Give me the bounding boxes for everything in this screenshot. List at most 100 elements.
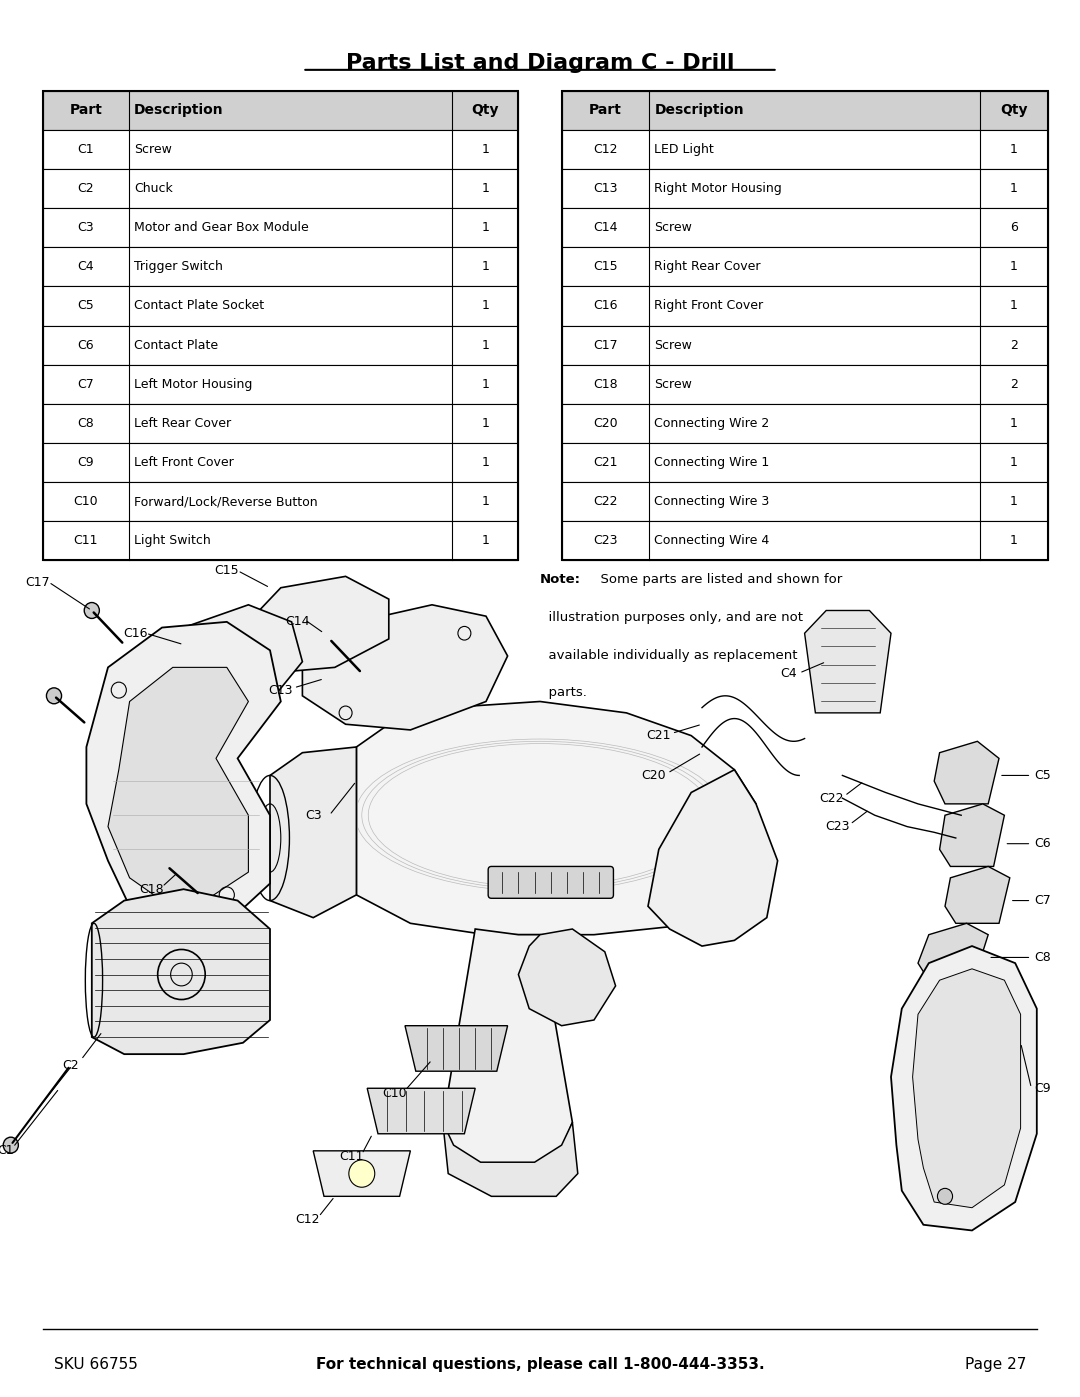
Text: 1: 1 <box>482 338 489 352</box>
Text: illustration purposes only, and are not: illustration purposes only, and are not <box>540 610 804 624</box>
Text: C17: C17 <box>26 576 50 588</box>
Text: C1: C1 <box>0 1144 14 1157</box>
Text: Trigger Switch: Trigger Switch <box>134 260 222 274</box>
Bar <box>43 247 518 286</box>
Text: 1: 1 <box>1010 182 1017 196</box>
Text: Part: Part <box>69 103 103 117</box>
Text: Description: Description <box>134 103 224 117</box>
Polygon shape <box>356 701 756 935</box>
Text: C23: C23 <box>825 820 849 833</box>
Text: C10: C10 <box>382 1087 406 1101</box>
Polygon shape <box>367 1088 475 1134</box>
Text: C3: C3 <box>78 221 94 235</box>
Bar <box>562 326 1048 365</box>
Bar <box>43 443 518 482</box>
Text: C12: C12 <box>593 142 618 156</box>
Text: Contact Plate: Contact Plate <box>134 338 218 352</box>
Text: 1: 1 <box>482 142 489 156</box>
Text: C10: C10 <box>73 495 98 509</box>
Text: Connecting Wire 1: Connecting Wire 1 <box>654 455 770 469</box>
Text: 1: 1 <box>482 182 489 196</box>
Text: Left Motor Housing: Left Motor Housing <box>134 377 253 391</box>
Polygon shape <box>238 577 389 673</box>
Text: Right Motor Housing: Right Motor Housing <box>654 182 782 196</box>
Polygon shape <box>918 923 988 986</box>
Text: Light Switch: Light Switch <box>134 534 211 548</box>
Text: C7: C7 <box>1034 894 1051 907</box>
Text: C5: C5 <box>1034 768 1051 782</box>
Text: 1: 1 <box>1010 534 1017 548</box>
Text: Some parts are listed and shown for: Some parts are listed and shown for <box>592 573 842 587</box>
Text: Part: Part <box>589 103 622 117</box>
Text: C6: C6 <box>1034 837 1051 851</box>
Ellipse shape <box>937 1189 953 1204</box>
Text: 1: 1 <box>1010 299 1017 313</box>
Text: Page 27: Page 27 <box>964 1358 1026 1372</box>
Text: Screw: Screw <box>654 377 692 391</box>
Bar <box>562 247 1048 286</box>
Text: Connecting Wire 4: Connecting Wire 4 <box>654 534 770 548</box>
Text: Screw: Screw <box>654 221 692 235</box>
Polygon shape <box>945 866 1010 923</box>
Polygon shape <box>92 890 270 1055</box>
Text: C2: C2 <box>62 1059 79 1071</box>
Text: Description: Description <box>654 103 744 117</box>
Text: Left Front Cover: Left Front Cover <box>134 455 234 469</box>
Polygon shape <box>518 929 616 1025</box>
Text: 1: 1 <box>482 260 489 274</box>
Text: 1: 1 <box>482 455 489 469</box>
Text: Note:: Note: <box>540 573 581 587</box>
Text: C8: C8 <box>1034 951 1051 964</box>
FancyBboxPatch shape <box>488 866 613 898</box>
Ellipse shape <box>46 687 62 704</box>
Text: Screw: Screw <box>134 142 172 156</box>
Bar <box>562 130 1048 169</box>
Text: Connecting Wire 3: Connecting Wire 3 <box>654 495 770 509</box>
Text: 1: 1 <box>482 377 489 391</box>
Text: C6: C6 <box>78 338 94 352</box>
Text: C11: C11 <box>339 1150 363 1164</box>
Text: C11: C11 <box>73 534 98 548</box>
Text: 1: 1 <box>482 534 489 548</box>
Text: C21: C21 <box>647 729 671 742</box>
Text: LED Light: LED Light <box>654 142 714 156</box>
Polygon shape <box>302 605 508 729</box>
Text: C13: C13 <box>269 683 293 697</box>
Text: 1: 1 <box>482 495 489 509</box>
Text: 1: 1 <box>1010 260 1017 274</box>
Text: Connecting Wire 2: Connecting Wire 2 <box>654 416 770 430</box>
Bar <box>562 91 1048 130</box>
Bar <box>562 482 1048 521</box>
Text: 1: 1 <box>1010 416 1017 430</box>
Text: C14: C14 <box>285 615 309 629</box>
Text: 2: 2 <box>1010 377 1017 391</box>
Ellipse shape <box>322 631 337 647</box>
Text: C17: C17 <box>593 338 618 352</box>
Text: C21: C21 <box>593 455 618 469</box>
Text: C18: C18 <box>139 883 163 895</box>
Text: C22: C22 <box>820 792 843 805</box>
Bar <box>562 286 1048 326</box>
Text: C15: C15 <box>593 260 618 274</box>
Text: C4: C4 <box>78 260 94 274</box>
Polygon shape <box>108 668 248 901</box>
Text: available individually as replacement: available individually as replacement <box>540 648 797 662</box>
Ellipse shape <box>84 602 99 619</box>
Text: C14: C14 <box>593 221 618 235</box>
Text: C2: C2 <box>78 182 94 196</box>
Bar <box>43 286 518 326</box>
Text: C16: C16 <box>123 627 147 640</box>
Text: 1: 1 <box>1010 455 1017 469</box>
Text: C22: C22 <box>593 495 618 509</box>
Bar <box>43 91 518 130</box>
Text: C13: C13 <box>593 182 618 196</box>
Bar <box>562 365 1048 404</box>
Bar <box>562 169 1048 208</box>
Text: 1: 1 <box>1010 142 1017 156</box>
Text: Contact Plate Socket: Contact Plate Socket <box>134 299 265 313</box>
Bar <box>43 365 518 404</box>
Text: 1: 1 <box>482 416 489 430</box>
Polygon shape <box>140 605 302 718</box>
Bar <box>43 169 518 208</box>
Text: Motor and Gear Box Module: Motor and Gear Box Module <box>134 221 309 235</box>
